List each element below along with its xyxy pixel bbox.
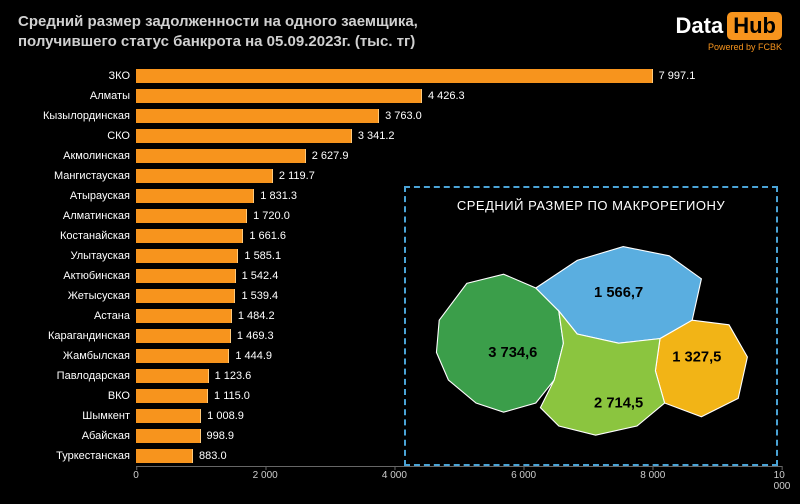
bar-row: СКО 3 341.2 [18, 126, 782, 146]
bar-value: 1 720.0 [249, 209, 290, 223]
bar-value: 1 542.4 [238, 269, 279, 283]
bar-value: 1 831.3 [256, 189, 297, 203]
bar [136, 209, 247, 223]
bar-row: Алматы 4 426.3 [18, 86, 782, 106]
bar [136, 369, 209, 383]
x-axis: 02 0004 0006 0008 00010 000 [136, 466, 782, 486]
bar-label: Костанайская [18, 230, 136, 242]
page-title: Средний размер задолженности на одного з… [18, 12, 418, 53]
bar [136, 109, 379, 123]
bar-value: 1 484.2 [234, 309, 275, 323]
bar-value: 1 115.0 [210, 389, 250, 403]
map-region-value: 3 734,6 [488, 345, 537, 361]
bar-label: Павлодарская [18, 370, 136, 382]
bar [136, 309, 232, 323]
bar-value: 4 426.3 [424, 89, 465, 103]
axis-tick: 4 000 [382, 470, 407, 481]
bar-track: 2 627.9 [136, 149, 782, 163]
axis-tick: 0 [133, 470, 139, 481]
bar-value: 7 997.1 [655, 69, 696, 83]
bar-label: Шымкент [18, 410, 136, 422]
bar [136, 329, 231, 343]
bar-track: 3 763.0 [136, 109, 782, 123]
bar [136, 269, 236, 283]
bar [136, 169, 273, 183]
bar-label: Жетысуская [18, 290, 136, 302]
bar [136, 229, 243, 243]
bar-value: 1 444.9 [231, 349, 272, 363]
bar-label: Атырауская [18, 190, 136, 202]
bar [136, 69, 653, 83]
logo: Data Hub Powered by FCBK [676, 12, 782, 52]
bar-label: ЗКО [18, 70, 136, 82]
bar [136, 409, 201, 423]
bar-track: 4 426.3 [136, 89, 782, 103]
bar-label: Абайская [18, 430, 136, 442]
bar-label: Туркестанская [18, 450, 136, 462]
map-region-east [655, 320, 747, 417]
bar-row: Акмолинская 2 627.9 [18, 146, 782, 166]
bar-label: Кызылординская [18, 110, 136, 122]
title-line1: Средний размер задолженности на одного з… [18, 13, 418, 30]
bar-row: ЗКО 7 997.1 [18, 66, 782, 86]
bar [136, 149, 306, 163]
bar-value: 1 539.4 [237, 289, 278, 303]
bar [136, 89, 422, 103]
map-region-value: 2 714,5 [594, 396, 643, 412]
bar-track: 7 997.1 [136, 69, 782, 83]
logo-data-text: Data [676, 13, 724, 39]
map-region-value: 1 327,5 [672, 350, 721, 366]
bar [136, 349, 229, 363]
map-title: СРЕДНИЙ РАЗМЕР ПО МАКРОРЕГИОНУ [414, 198, 768, 213]
axis-tick: 10 000 [774, 470, 791, 492]
axis-tick: 2 000 [253, 470, 278, 481]
bar-value: 1 469.3 [233, 329, 274, 343]
bar-value: 883.0 [195, 449, 227, 463]
bar-label: Карагандинская [18, 330, 136, 342]
bar-value: 1 123.6 [211, 369, 252, 383]
bar-label: ВКО [18, 390, 136, 402]
bar-label: Актюбинская [18, 270, 136, 282]
logo-hub-text: Hub [727, 12, 782, 40]
bar-value: 1 585.1 [240, 249, 281, 263]
bar-label: СКО [18, 130, 136, 142]
bar-row: Кызылординская 3 763.0 [18, 106, 782, 126]
bar-label: Жамбылская [18, 350, 136, 362]
bar [136, 389, 208, 403]
bar [136, 449, 193, 463]
bar [136, 289, 235, 303]
header: Средний размер задолженности на одного з… [0, 0, 800, 61]
bar-value: 2 627.9 [308, 149, 349, 163]
bar-label: Мангистауская [18, 170, 136, 182]
bar-label: Астана [18, 310, 136, 322]
bar-value: 2 119.7 [275, 169, 315, 183]
bar-label: Акмолинская [18, 150, 136, 162]
bar-label: Улытауская [18, 250, 136, 262]
bar-track: 2 119.7 [136, 169, 782, 183]
bar-row: Мангистауская 2 119.7 [18, 166, 782, 186]
axis-tick: 8 000 [640, 470, 665, 481]
bar [136, 249, 238, 263]
bar-value: 3 341.2 [354, 129, 395, 143]
bar [136, 189, 254, 203]
bar-value: 1 661.6 [245, 229, 286, 243]
bar-value: 998.9 [203, 429, 235, 443]
map-svg: 3 734,6 1 566,7 1 327,5 2 714,5 [416, 219, 766, 449]
axis-tick: 6 000 [511, 470, 536, 481]
bar-label: Алматы [18, 90, 136, 102]
map-panel: СРЕДНИЙ РАЗМЕР ПО МАКРОРЕГИОНУ 3 734,6 1 … [404, 186, 778, 466]
map-region-value: 1 566,7 [594, 285, 643, 301]
logo-subtitle: Powered by FCBK [708, 42, 782, 52]
bar [136, 129, 352, 143]
bar-track: 3 341.2 [136, 129, 782, 143]
bar [136, 429, 201, 443]
bar-value: 1 008.9 [203, 409, 244, 423]
bar-value: 3 763.0 [381, 109, 422, 123]
bar-label: Алматинская [18, 210, 136, 222]
title-line2: получившего статус банкрота на 05.09.202… [18, 33, 415, 50]
